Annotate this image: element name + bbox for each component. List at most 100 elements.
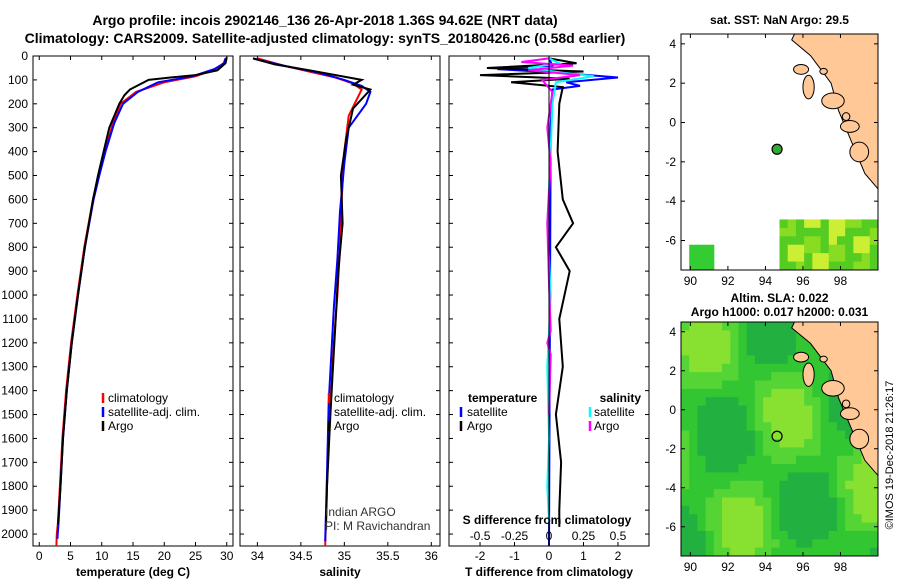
map-cell bbox=[820, 447, 830, 457]
map-cell bbox=[697, 397, 707, 407]
map-cell bbox=[771, 464, 780, 473]
x-axis-label: T difference from climatology bbox=[465, 565, 633, 579]
top-tick-label: 0.25 bbox=[572, 529, 596, 543]
map-cell bbox=[869, 497, 878, 507]
map-cell bbox=[754, 330, 764, 340]
map-cell bbox=[730, 480, 739, 490]
map-cell bbox=[730, 489, 739, 498]
x-tick-label: -2 bbox=[475, 549, 486, 563]
depth-tick-label: 300 bbox=[8, 121, 28, 135]
map-cell bbox=[845, 261, 854, 270]
legend-label: Argo bbox=[594, 419, 620, 433]
map-cell bbox=[689, 322, 698, 331]
map-cell bbox=[722, 380, 731, 390]
map-cell bbox=[861, 489, 871, 498]
map-cell bbox=[763, 439, 772, 448]
map-cell bbox=[820, 244, 830, 254]
map-cell bbox=[812, 227, 822, 237]
map-cell bbox=[738, 514, 748, 524]
map-cell bbox=[681, 355, 690, 365]
map-cell bbox=[812, 244, 822, 254]
map-cell bbox=[820, 439, 830, 448]
map-cell bbox=[861, 480, 871, 490]
series-line-salinity-argo bbox=[521, 57, 581, 415]
map-cell bbox=[779, 261, 789, 270]
map-cell bbox=[771, 514, 780, 524]
map-cell bbox=[795, 347, 805, 356]
island bbox=[802, 74, 815, 100]
imos-credit: ©IMOS 19-Dec-2018 21:26:17 bbox=[884, 381, 896, 530]
map-cell bbox=[705, 322, 715, 331]
map-cell bbox=[853, 244, 863, 254]
map-cell bbox=[779, 539, 789, 549]
map-x-tick-label: 92 bbox=[721, 274, 735, 288]
map-cell bbox=[705, 505, 715, 515]
map-cell bbox=[787, 413, 797, 423]
map-cell bbox=[820, 236, 830, 246]
map-cell bbox=[697, 472, 707, 482]
map-cell bbox=[681, 472, 690, 482]
map-cell bbox=[779, 464, 789, 473]
x-tick-label: 0 bbox=[36, 549, 43, 563]
map-cell bbox=[738, 422, 748, 432]
map-cell bbox=[746, 430, 756, 440]
x-tick-label: 34 bbox=[251, 549, 265, 563]
map-cell bbox=[763, 413, 772, 423]
map-cell bbox=[804, 244, 813, 254]
map-cell bbox=[689, 472, 698, 482]
map-cell bbox=[713, 439, 723, 448]
map-frame bbox=[680, 321, 879, 557]
map-cell bbox=[853, 261, 863, 270]
map-cell bbox=[754, 480, 764, 490]
map-cell bbox=[812, 472, 822, 482]
map-cell bbox=[795, 455, 805, 465]
map-cell bbox=[804, 338, 813, 348]
map-cell bbox=[820, 547, 830, 556]
map-cell bbox=[681, 489, 690, 498]
map-cell bbox=[705, 253, 715, 263]
map-cell bbox=[845, 253, 854, 263]
map-cell bbox=[689, 244, 698, 254]
map-cell bbox=[804, 347, 813, 356]
map-cell bbox=[722, 338, 731, 348]
map-cell bbox=[754, 447, 764, 457]
map-inner bbox=[681, 322, 878, 556]
depth-tick-label: 1100 bbox=[2, 312, 28, 326]
map-cell bbox=[689, 363, 698, 373]
map-cell bbox=[722, 439, 731, 448]
map-cell bbox=[689, 497, 698, 507]
map-cell bbox=[730, 505, 739, 515]
map-cell bbox=[836, 464, 846, 473]
map-cell bbox=[836, 530, 846, 540]
map-cell bbox=[738, 439, 748, 448]
map-cell bbox=[771, 439, 780, 448]
map-cell bbox=[804, 464, 813, 473]
map-cell bbox=[722, 388, 731, 398]
map-cell bbox=[779, 514, 789, 524]
map-cell bbox=[771, 455, 780, 465]
map-cell bbox=[689, 455, 698, 465]
x-tick-label: 35 bbox=[338, 549, 352, 563]
map-cell bbox=[779, 430, 789, 440]
map-cell bbox=[869, 522, 878, 532]
map-cell bbox=[853, 472, 863, 482]
map-cell bbox=[705, 439, 715, 448]
map-cell bbox=[705, 472, 715, 482]
map-cell bbox=[713, 355, 723, 365]
map-cell bbox=[795, 480, 805, 490]
map-cell bbox=[722, 547, 731, 556]
map-cell bbox=[779, 422, 789, 432]
argo-position-marker bbox=[771, 430, 783, 442]
map-y-tick-label: 2 bbox=[669, 364, 676, 378]
map-cell bbox=[738, 372, 748, 381]
map-cell bbox=[779, 219, 789, 229]
map-cell bbox=[746, 547, 756, 556]
map-cell bbox=[681, 330, 690, 340]
map-y-tick-label: -4 bbox=[665, 481, 676, 495]
map-cell bbox=[713, 405, 723, 415]
map-cell bbox=[828, 505, 838, 515]
map-cell bbox=[730, 547, 739, 556]
island bbox=[849, 141, 870, 163]
map-cell bbox=[705, 447, 715, 457]
map-cell bbox=[754, 347, 764, 356]
